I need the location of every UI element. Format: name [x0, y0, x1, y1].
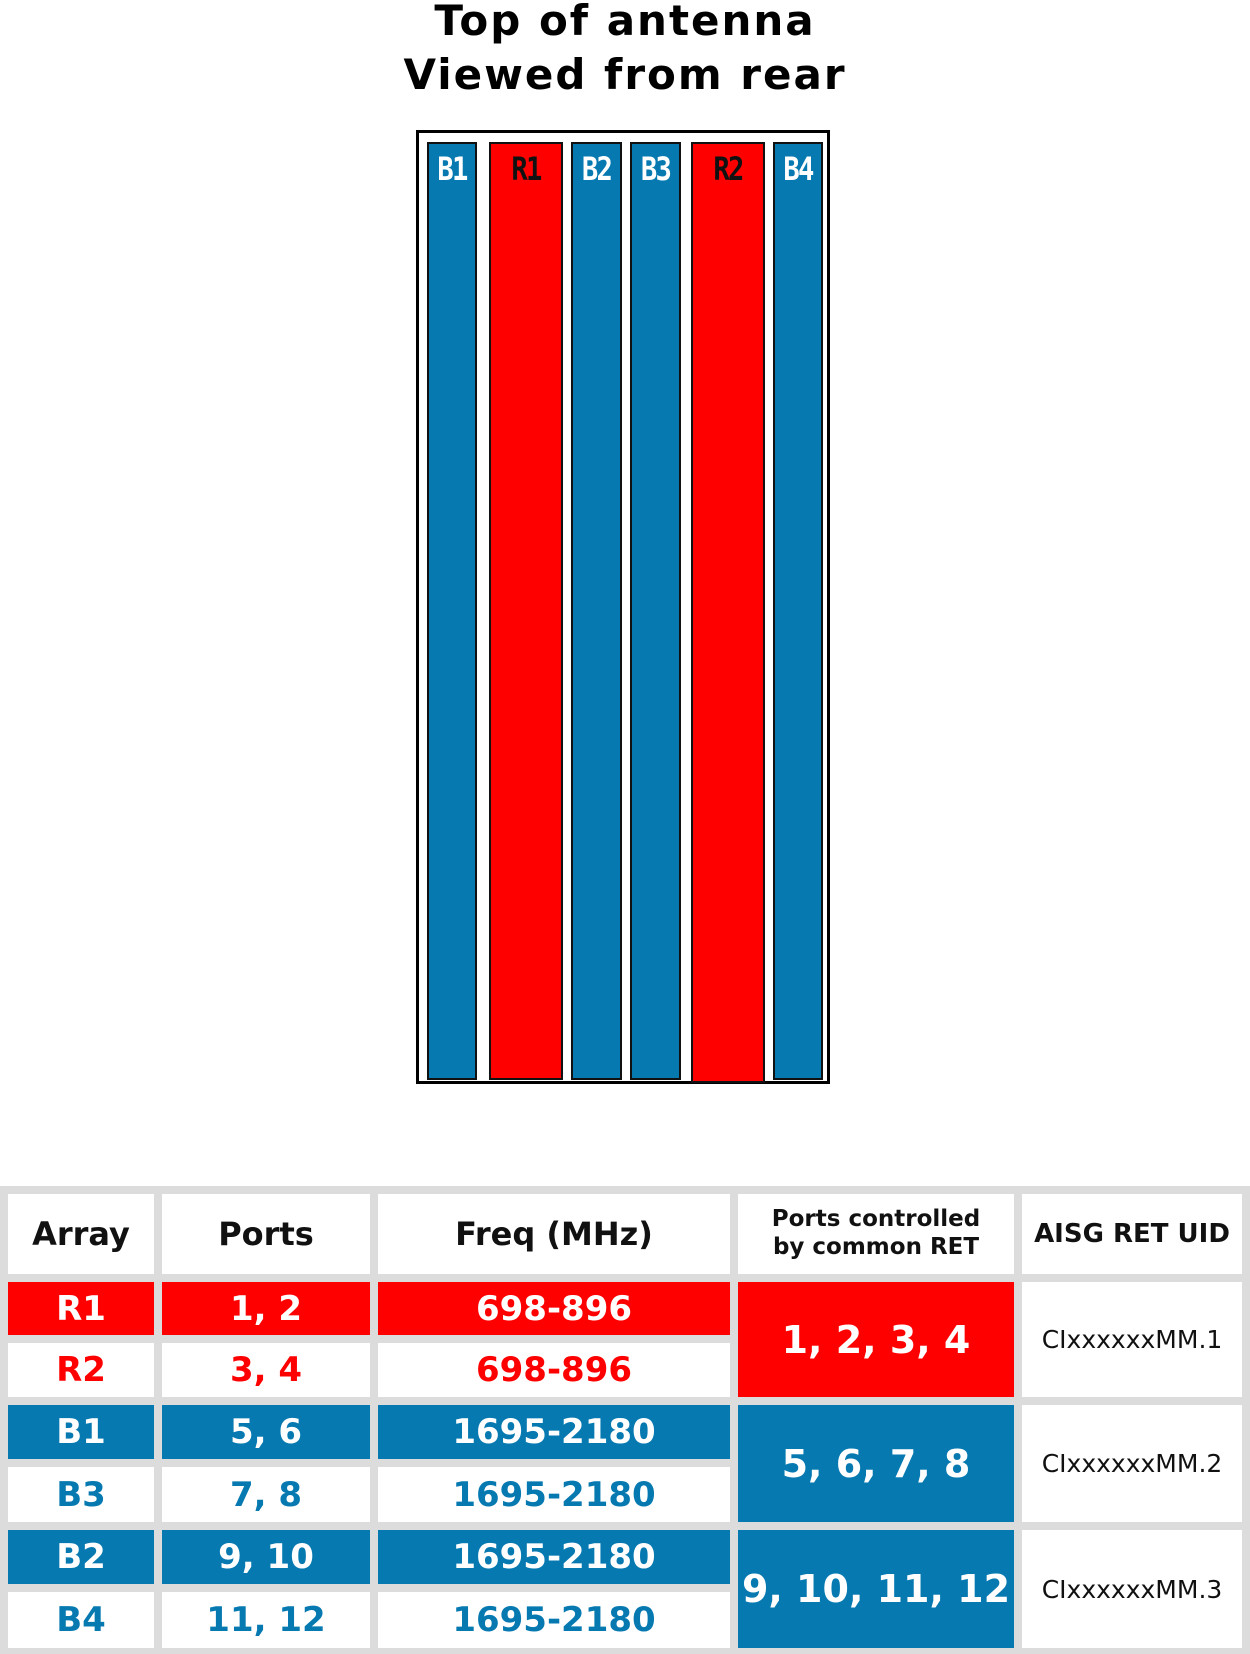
row-r1-ports: 1, 2 — [162, 1282, 370, 1335]
diagram-title-line2: Viewed from rear — [403, 50, 847, 99]
group1-uid: CIxxxxxxMM.1 — [1022, 1282, 1242, 1397]
row-r1-freq: 698-896 — [378, 1282, 730, 1335]
array-column-r1: R1 — [489, 142, 563, 1080]
row-b4-freq: 1695-2180 — [378, 1592, 730, 1648]
array-column-b2: B2 — [571, 142, 622, 1080]
header-array: Array — [8, 1194, 154, 1274]
group2-ret-ports: 5, 6, 7, 8 — [738, 1405, 1014, 1522]
row-r1-array: R1 — [8, 1282, 154, 1335]
header-uid: AISG RET UID — [1022, 1194, 1242, 1274]
header-ret-line2: by common RET — [772, 1234, 980, 1260]
group2-uid: CIxxxxxxMM.2 — [1022, 1405, 1242, 1522]
row-r2-ports: 3, 4 — [162, 1343, 370, 1397]
header-ret-line1: Ports controlled — [771, 1206, 981, 1233]
row-b1-ports: 5, 6 — [162, 1405, 370, 1459]
array-column-b3: B3 — [630, 142, 681, 1080]
row-b4-ports: 11, 12 — [162, 1592, 370, 1648]
array-column-b4: B4 — [773, 142, 823, 1080]
row-r2-array: R2 — [8, 1343, 154, 1397]
array-column-label: B3 — [640, 150, 672, 188]
array-column-label: R1 — [511, 150, 542, 188]
antenna-outline: B1 R1 B2 B3 R2 B4 — [416, 130, 830, 1084]
diagram-title-line1: Top of antenna — [434, 0, 816, 45]
array-column-label: B1 — [437, 150, 468, 188]
row-r2-freq: 698-896 — [378, 1343, 730, 1397]
port-mapping-table: Array Ports Freq (MHz) Ports controlled … — [0, 1186, 1250, 1654]
array-column-b1: B1 — [427, 142, 477, 1080]
group3-ret-ports: 9, 10, 11, 12 — [738, 1530, 1014, 1648]
row-b3-ports: 7, 8 — [162, 1467, 370, 1522]
array-column-label: B4 — [783, 150, 814, 188]
row-b4-array: B4 — [8, 1592, 154, 1648]
row-b2-ports: 9, 10 — [162, 1530, 370, 1584]
header-freq: Freq (MHz) — [378, 1194, 730, 1274]
row-b2-array: B2 — [8, 1530, 154, 1584]
array-column-label: R2 — [713, 150, 744, 188]
array-column-r2: R2 — [691, 142, 765, 1083]
group1-ret-ports: 1, 2, 3, 4 — [738, 1282, 1014, 1397]
header-ports: Ports — [162, 1194, 370, 1274]
group3-uid: CIxxxxxxMM.3 — [1022, 1530, 1242, 1648]
array-column-label: B2 — [581, 150, 613, 188]
row-b1-array: B1 — [8, 1405, 154, 1459]
row-b3-array: B3 — [8, 1467, 154, 1522]
row-b3-freq: 1695-2180 — [378, 1467, 730, 1522]
row-b2-freq: 1695-2180 — [378, 1530, 730, 1584]
row-b1-freq: 1695-2180 — [378, 1405, 730, 1459]
header-ret-ports: Ports controlled by common RET — [738, 1194, 1014, 1274]
